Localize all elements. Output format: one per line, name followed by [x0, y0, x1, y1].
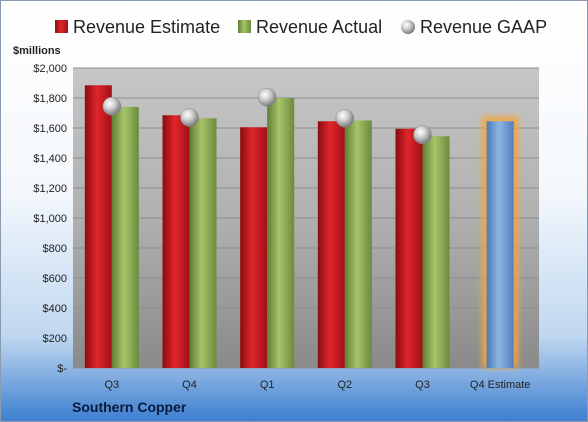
company-name: Southern Copper [72, 399, 187, 415]
y-axis-ticks: $- $200 $400 $600 $800 $1,000 $1,200 $1,400 $1,6… [33, 63, 67, 375]
x-tick-label: Q2 [337, 379, 352, 391]
legend-swatch-revenue-estimate [55, 20, 68, 33]
legend-item-revenue-estimate: Revenue Estimate [55, 17, 220, 37]
legend-label-revenue-estimate: Revenue Estimate [73, 17, 220, 37]
x-axis-ticks: Q3 Q4 Q1 Q2 Q3 Q4 Estimate [104, 379, 530, 391]
bar-revenue-actual [422, 136, 450, 368]
y-tick-label: $1,800 [33, 93, 67, 105]
legend: Revenue Estimate Revenue Actual Revenue … [55, 17, 547, 37]
gridlines [73, 67, 539, 369]
marker-revenue-gaap [257, 88, 277, 107]
marker-revenue-gaap [413, 125, 432, 144]
y-tick-label: $1,200 [33, 183, 67, 195]
bar-q4-estimate [486, 121, 514, 368]
y-axis-unit-label: $millions [13, 45, 61, 57]
x-tick-label: Q3 [415, 379, 430, 391]
marker-revenue-gaap [102, 97, 122, 116]
gaap-markers [102, 88, 432, 144]
y-tick-label: $1,600 [33, 123, 67, 135]
x-tick-label: Q4 Estimate [470, 379, 531, 391]
legend-swatch-revenue-actual [238, 20, 251, 33]
bar-revenue-actual [189, 118, 217, 368]
marker-revenue-gaap [335, 109, 355, 128]
x-tick-label: Q1 [260, 379, 275, 391]
bar-revenue-estimate [84, 85, 112, 368]
bar-revenue-estimate [240, 127, 268, 368]
marker-revenue-gaap [180, 108, 199, 127]
bar-revenue-estimate [395, 128, 423, 368]
legend-item-revenue-gaap: Revenue GAAP [401, 17, 547, 37]
bar-revenue-estimate [162, 115, 190, 368]
y-tick-label: $600 [43, 273, 67, 285]
bar-revenue-actual [111, 107, 139, 368]
legend-marker-revenue-gaap [401, 20, 415, 34]
bar-revenue-actual [267, 98, 295, 368]
y-tick-label: $400 [43, 303, 67, 315]
y-tick-label: $2,000 [33, 63, 67, 75]
x-tick-label: Q3 [104, 379, 119, 391]
bars [84, 85, 519, 368]
x-tick-label: Q4 [182, 379, 197, 391]
y-tick-label: $200 [43, 333, 67, 345]
y-tick-label: $1,000 [33, 213, 67, 225]
bar-revenue-actual [344, 120, 372, 368]
legend-label-revenue-gaap: Revenue GAAP [420, 17, 547, 37]
bar-revenue-estimate [317, 121, 345, 368]
legend-label-revenue-actual: Revenue Actual [256, 17, 382, 37]
legend-item-revenue-actual: Revenue Actual [238, 17, 382, 37]
y-tick-label: $1,400 [33, 153, 67, 165]
y-tick-label: $800 [43, 243, 67, 255]
y-tick-label: $- [57, 363, 67, 375]
